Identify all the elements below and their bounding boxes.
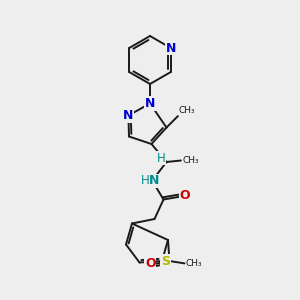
Text: H: H <box>157 152 166 165</box>
Text: CH₃: CH₃ <box>186 259 202 268</box>
Text: N: N <box>123 109 134 122</box>
Text: CH₃: CH₃ <box>182 156 199 165</box>
Text: N: N <box>166 41 176 55</box>
Text: N: N <box>149 174 160 188</box>
Text: O: O <box>179 189 190 203</box>
Text: H: H <box>140 174 149 188</box>
Text: S: S <box>161 255 170 268</box>
Text: CH₃: CH₃ <box>179 106 195 115</box>
Text: O: O <box>145 256 156 270</box>
Text: N: N <box>145 97 155 110</box>
